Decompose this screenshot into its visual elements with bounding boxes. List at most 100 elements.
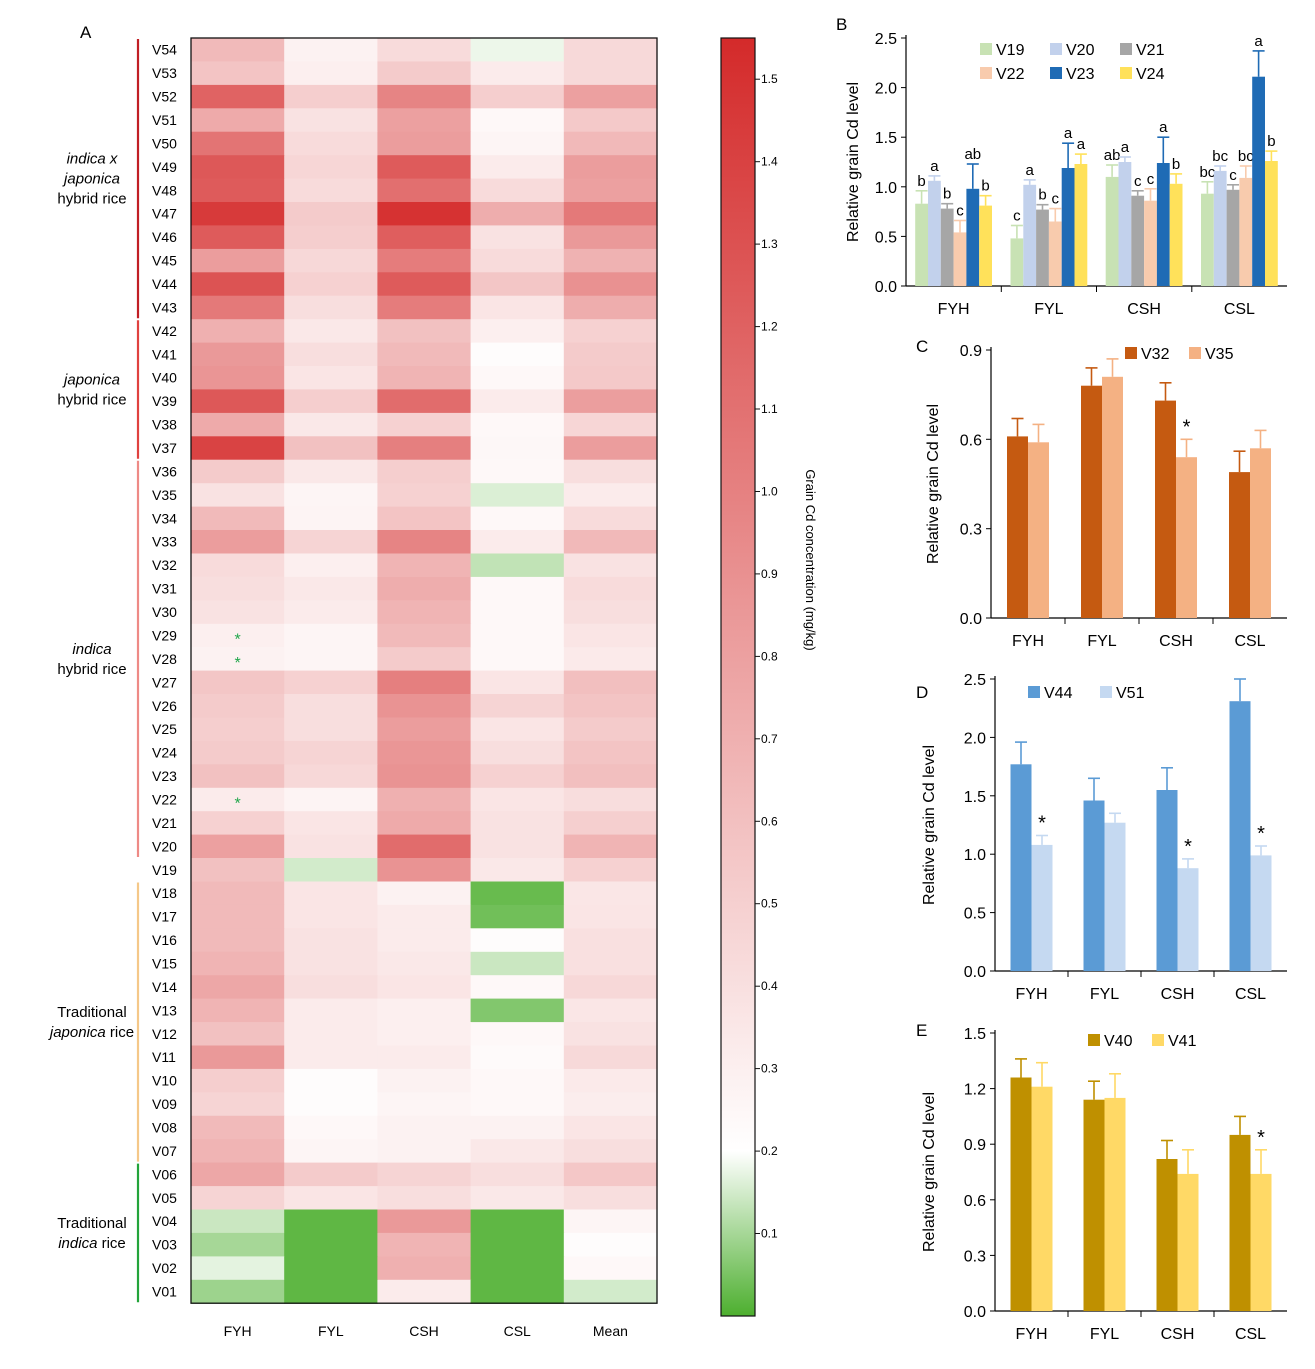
heatmap-cell: [563, 319, 658, 344]
heatmap-cell: [470, 1092, 565, 1117]
heatmap-cell: [191, 1279, 285, 1304]
legend-swatch: [980, 43, 992, 55]
row-label: V11: [152, 1049, 176, 1065]
row-label: V28: [152, 651, 177, 667]
significance-asterisk: *: [1257, 1127, 1265, 1149]
heatmap-cell: [191, 740, 285, 765]
heatmap-cell: [284, 155, 378, 180]
heatmap-cell: [470, 389, 565, 414]
heatmap-cell: [191, 108, 285, 133]
heatmap-cell: [563, 61, 658, 86]
group-label: indica rice: [58, 1235, 126, 1252]
heatmap-cell: [563, 553, 658, 578]
row-label: V08: [152, 1120, 177, 1136]
heatmap-cell: [191, 881, 285, 906]
heatmap-cell: [563, 1232, 658, 1257]
heatmap-cell: [191, 1092, 285, 1117]
panel-label: E: [916, 1021, 927, 1040]
heatmap-cell: [284, 459, 378, 484]
bar: [1007, 436, 1028, 618]
heatmap-cell: [377, 155, 472, 180]
bar: [1226, 189, 1240, 286]
heatmap-cell: [563, 1092, 658, 1117]
heatmap-cell: [284, 904, 378, 929]
heatmap-cell: [470, 1209, 565, 1234]
legend-swatch: [1189, 347, 1201, 359]
group-label: indica: [72, 641, 111, 658]
row-label: V15: [152, 956, 177, 972]
heatmap-cell: [191, 951, 285, 976]
heatmap-cell: [191, 764, 285, 789]
bar: [1250, 855, 1272, 971]
bar: [940, 208, 954, 286]
significance-letter: ab: [964, 146, 981, 163]
x-tick-label: CSH: [1161, 1326, 1195, 1343]
heatmap-cell: [563, 295, 658, 320]
heatmap-cell: [563, 694, 658, 718]
heatmap-cell: [284, 623, 378, 648]
y-tick-label: 0.3: [964, 1248, 986, 1265]
heatmap-cell: [377, 928, 472, 953]
heatmap-cell: [470, 155, 565, 180]
heatmap-cell: [563, 202, 658, 226]
heatmap-cell: [284, 1186, 378, 1211]
heatmap-cell: [563, 951, 658, 976]
heatmap-cell: [377, 1139, 472, 1164]
heatmap-cell: [470, 436, 565, 461]
heatmap-cell: [377, 108, 472, 133]
bar: [1131, 195, 1145, 286]
row-label: V46: [152, 229, 177, 245]
x-tick-label: CSL: [1235, 1326, 1266, 1343]
heatmap-cell: [470, 904, 565, 929]
heatmap-cell: [191, 178, 285, 203]
y-tick-label: 0.5: [964, 906, 986, 923]
heatmap-cell: [563, 1209, 658, 1234]
heatmap-cell: [470, 928, 565, 953]
heatmap-cell: [191, 1162, 285, 1187]
heatmap-cell: [191, 342, 285, 367]
heatmap-cell: [191, 694, 285, 718]
row-label: V32: [152, 557, 177, 573]
bar: [1104, 1097, 1126, 1311]
significance-letter: bc: [1238, 148, 1254, 165]
bar: [1156, 163, 1170, 286]
heatmap-cell: [377, 834, 472, 859]
bar: [1229, 1134, 1251, 1311]
heatmap-cell: [563, 342, 658, 367]
heatmap-cell: [377, 506, 472, 531]
heatmap-cell: [191, 389, 285, 414]
bar: [1031, 1086, 1053, 1311]
heatmap-cell: [377, 717, 472, 742]
heatmap-cell: [191, 717, 285, 742]
y-tick-label: 0.3: [960, 522, 982, 539]
heatmap-cell: [284, 389, 378, 414]
significance-letter: c: [1229, 167, 1237, 184]
heatmap-cell: [563, 1115, 658, 1140]
heatmap-cell: [284, 975, 378, 1000]
column-label: FYL: [318, 1323, 344, 1339]
heatmap-cell: [191, 553, 285, 578]
heatmap-cell: [470, 951, 565, 976]
heatmap-cell: [470, 834, 565, 859]
x-tick-label: FYH: [1012, 633, 1044, 650]
row-label: V16: [152, 932, 177, 948]
significance-letter: a: [1064, 125, 1073, 142]
heatmap-cell: [563, 811, 658, 836]
legend-swatch: [980, 67, 992, 79]
row-label: V37: [152, 440, 177, 456]
row-label: V07: [152, 1143, 177, 1159]
heatmap-cell: [377, 389, 472, 414]
heatmap-cell: [284, 366, 378, 390]
colorbar-tick-label: 1.0: [761, 485, 778, 499]
heatmap-cell: [284, 834, 378, 859]
heatmap-cell: [470, 764, 565, 789]
heatmap-cell: [191, 84, 285, 109]
colorbar-tick-label: 0.7: [761, 732, 778, 746]
heatmap-cell: [563, 600, 658, 625]
heatmap-cell: [470, 295, 565, 320]
heatmap-cell: [377, 1092, 472, 1117]
row-label: V43: [152, 299, 177, 315]
x-tick-label: CSH: [1159, 633, 1193, 650]
bar: [1118, 162, 1132, 286]
row-label: V52: [152, 89, 177, 105]
